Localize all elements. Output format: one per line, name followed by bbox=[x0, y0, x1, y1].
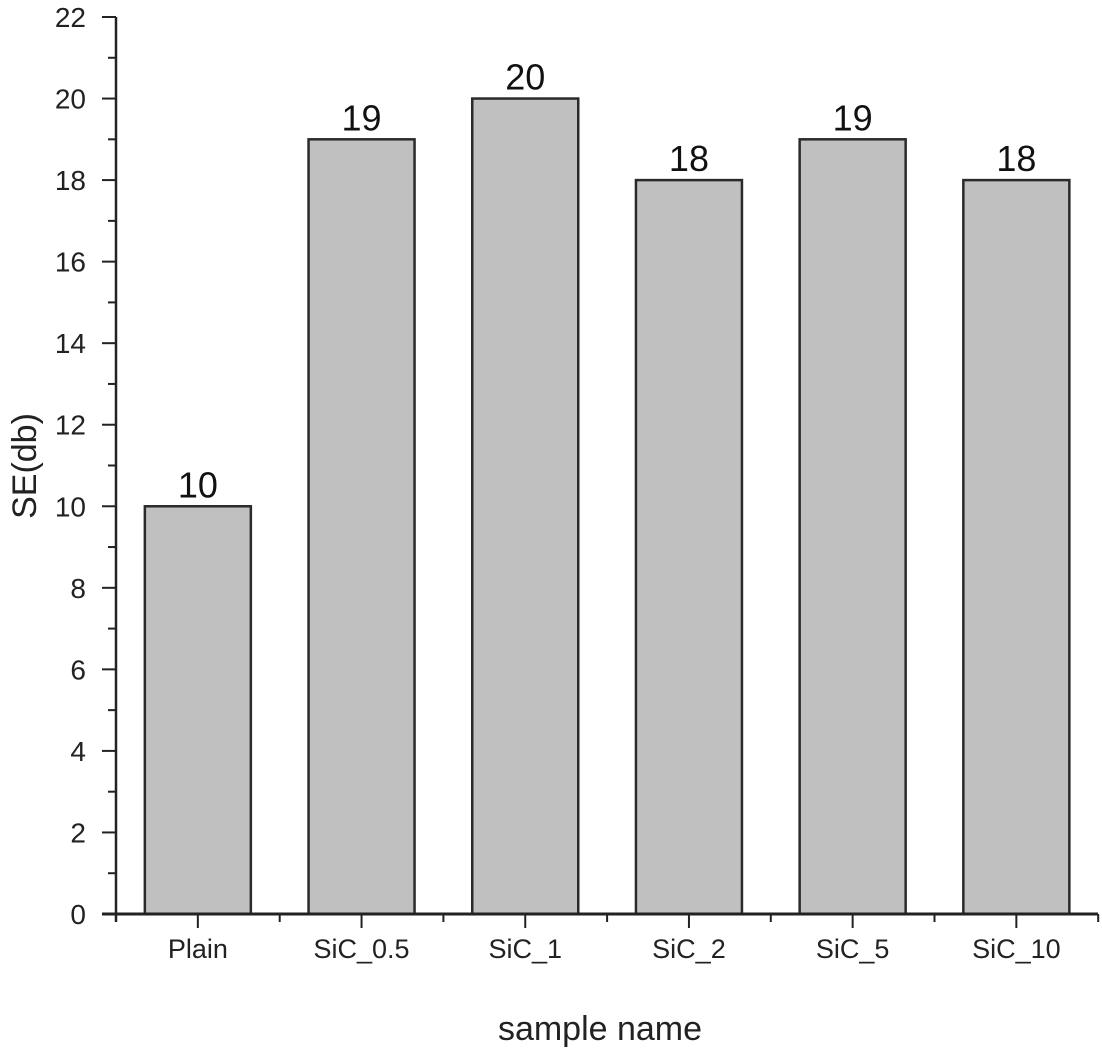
data-label: 20 bbox=[505, 57, 545, 98]
data-label: 10 bbox=[178, 464, 218, 505]
data-label: 19 bbox=[833, 97, 873, 138]
bars-group: 10 19 20 18 19 18 bbox=[143, 57, 1071, 916]
x-tick-label: SiC_10 bbox=[972, 934, 1061, 964]
axes-group: Plain SiC_0.5 SiC_1 SiC_2 SiC_5 SiC_10 0 2 4 6 8 10… bbox=[55, 2, 1100, 964]
x-axis-label: sample name bbox=[498, 1010, 702, 1048]
y-tick-label: 4 bbox=[70, 736, 86, 767]
data-label: 18 bbox=[669, 138, 709, 179]
y-tick-label: 2 bbox=[70, 817, 86, 848]
data-label: 18 bbox=[996, 138, 1036, 179]
y-tick-label: 12 bbox=[55, 410, 86, 441]
y-tick-label: 20 bbox=[55, 84, 86, 115]
bar-SiC_0.5 bbox=[307, 138, 416, 916]
y-tick-label: 8 bbox=[70, 573, 86, 604]
bar-SiC_5 bbox=[798, 138, 907, 916]
y-tick-label: 0 bbox=[70, 899, 86, 930]
y-tick-label: 16 bbox=[55, 247, 86, 278]
bar-SiC_10 bbox=[962, 178, 1071, 916]
x-tick-label: SiC_1 bbox=[488, 934, 562, 964]
bar-SiC_2 bbox=[634, 178, 744, 916]
x-tick-label: SiC_2 bbox=[652, 934, 726, 964]
y-tick-label: 14 bbox=[55, 328, 86, 359]
data-label: 19 bbox=[342, 97, 382, 138]
bar-Plain bbox=[143, 505, 253, 916]
y-axis-label: SE(db) bbox=[6, 413, 44, 519]
y-tick-label: 6 bbox=[70, 654, 86, 685]
bar-SiC_1 bbox=[471, 97, 580, 916]
x-tick-label: Plain bbox=[168, 934, 228, 964]
x-tick-label: SiC_5 bbox=[816, 934, 890, 964]
y-tick-label: 18 bbox=[55, 165, 86, 196]
y-tick-label: 10 bbox=[55, 491, 86, 522]
y-tick-label: 22 bbox=[55, 2, 86, 33]
x-tick-label: SiC_0.5 bbox=[314, 934, 410, 964]
